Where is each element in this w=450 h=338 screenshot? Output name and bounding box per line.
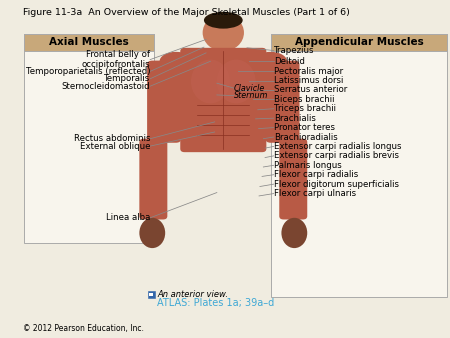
Text: Appendicular Muscles: Appendicular Muscles	[295, 38, 423, 47]
Text: Temporalis: Temporalis	[104, 74, 150, 83]
Bar	[216, 36, 231, 54]
Ellipse shape	[191, 59, 230, 103]
Ellipse shape	[281, 218, 307, 248]
Text: Pronator teres: Pronator teres	[274, 123, 335, 132]
Text: Trapezius: Trapezius	[274, 46, 314, 55]
Text: Sternocleidomastoid: Sternocleidomastoid	[62, 82, 150, 91]
Text: Temporoparietalis (reflected): Temporoparietalis (reflected)	[26, 67, 150, 76]
Text: Triceps brachii: Triceps brachii	[274, 104, 336, 113]
Text: Linea alba: Linea alba	[106, 213, 150, 222]
Bar	[148, 291, 155, 297]
Text: Brachialis: Brachialis	[274, 114, 315, 123]
Text: Flexor digitorum superficialis: Flexor digitorum superficialis	[274, 180, 399, 189]
Text: Deltoid: Deltoid	[274, 57, 305, 66]
FancyBboxPatch shape	[147, 61, 181, 143]
Bar	[149, 293, 153, 296]
Ellipse shape	[140, 218, 165, 248]
Text: © 2012 Pearson Education, Inc.: © 2012 Pearson Education, Inc.	[23, 324, 144, 333]
Ellipse shape	[217, 59, 256, 103]
Text: Frontal belly of
occipitofrontalis: Frontal belly of occipitofrontalis	[81, 50, 150, 69]
FancyBboxPatch shape	[140, 139, 167, 219]
Ellipse shape	[204, 12, 243, 29]
Ellipse shape	[160, 52, 192, 71]
Ellipse shape	[202, 14, 244, 51]
Text: Sternum: Sternum	[234, 91, 269, 100]
Bar	[270, 34, 447, 50]
Text: Rectus abdominis: Rectus abdominis	[74, 134, 150, 143]
Ellipse shape	[254, 52, 287, 71]
FancyBboxPatch shape	[279, 139, 307, 219]
Text: Latissimus dorsi: Latissimus dorsi	[274, 76, 343, 85]
FancyBboxPatch shape	[266, 61, 300, 143]
Text: Extensor carpi radialis longus: Extensor carpi radialis longus	[274, 142, 401, 151]
Text: Palmaris longus: Palmaris longus	[274, 161, 342, 170]
Bar	[270, 34, 447, 297]
Text: Brachioradialis: Brachioradialis	[274, 132, 338, 142]
Text: Extensor carpi radialis brevis: Extensor carpi radialis brevis	[274, 151, 399, 160]
Text: Flexor carpi ulnaris: Flexor carpi ulnaris	[274, 189, 356, 198]
Text: Clavicle: Clavicle	[234, 84, 266, 93]
Text: An anterior view.: An anterior view.	[158, 290, 229, 299]
Bar	[24, 34, 154, 50]
Text: Axial Muscles: Axial Muscles	[50, 38, 129, 47]
Text: ATLAS: Plates 1a; 39a–d: ATLAS: Plates 1a; 39a–d	[158, 298, 274, 308]
Bar	[24, 34, 154, 243]
Text: Flexor carpi radialis: Flexor carpi radialis	[274, 170, 358, 179]
Text: Figure 11-3a  An Overview of the Major Skeletal Muscles (Part 1 of 6): Figure 11-3a An Overview of the Major Sk…	[23, 8, 350, 17]
Text: External oblique: External oblique	[80, 142, 150, 151]
Text: Pectoralis major: Pectoralis major	[274, 67, 343, 76]
Text: Serratus anterior: Serratus anterior	[274, 86, 347, 94]
Text: Biceps brachii: Biceps brachii	[274, 95, 334, 104]
FancyBboxPatch shape	[180, 48, 266, 152]
